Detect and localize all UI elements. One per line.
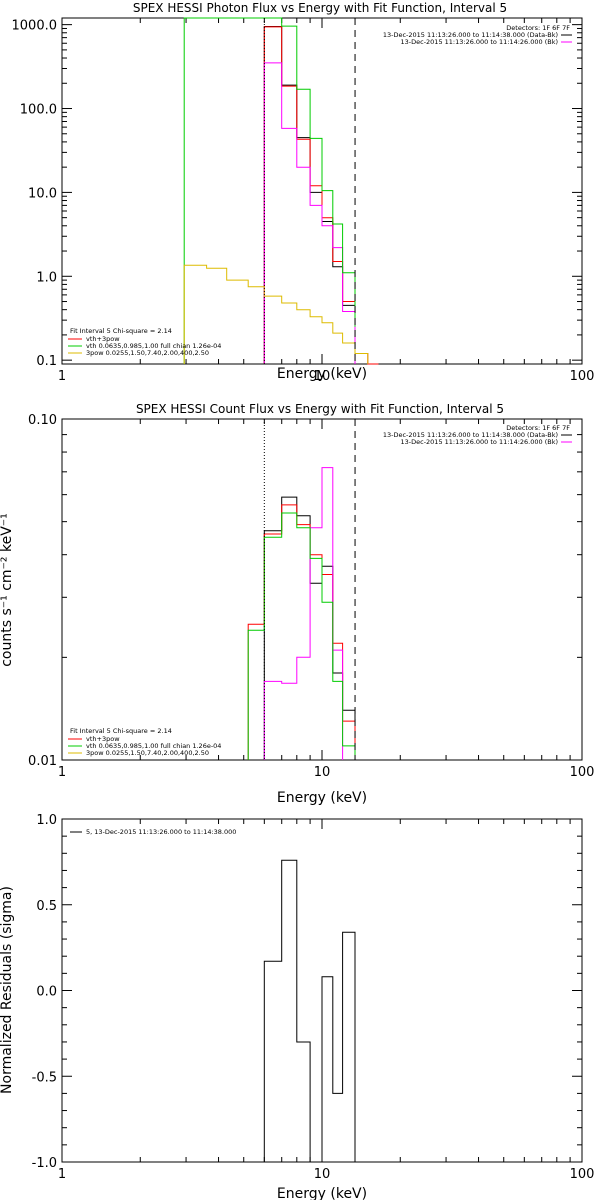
panel2-ticks: 1 10 100 0.01 0.10 bbox=[28, 413, 594, 780]
panel1-legend-total: vth+3pow bbox=[86, 335, 120, 343]
panel3-ticks: 1 10 100 -1.0 -0.5 0.0 0.5 1.0 bbox=[32, 813, 595, 1182]
panel2-legend-data: 13-Dec-2015 11:13:26.000 to 11:14:38.000… bbox=[383, 431, 558, 439]
series-4-histogram bbox=[183, 264, 369, 364]
panel1-legend-bk: 13-Dec-2015 11:13:26.000 to 11:14:26.000… bbox=[401, 38, 559, 46]
panel2-legend-fit: Fit Interval 5 Chi-square = 2.14 bbox=[70, 727, 172, 735]
panel3-legend-label: 5, 13-Dec-2015 11:13:26.000 to 11:14:38.… bbox=[86, 828, 236, 836]
panel1-legend-detectors: Detectors: 1F 6F 7F bbox=[506, 24, 570, 32]
panel1-xlabel: Energy (keV) bbox=[277, 366, 367, 382]
x-tick-label: 1 bbox=[58, 765, 66, 780]
panel2-ylabel: counts s⁻¹ cm⁻² keV⁻¹ bbox=[0, 513, 15, 667]
panel3-xlabel: Energy (keV) bbox=[277, 1186, 367, 1200]
series-0-histogram bbox=[263, 859, 356, 1163]
x-tick-label: 100 bbox=[570, 369, 595, 384]
x-tick-label: 1 bbox=[58, 369, 66, 384]
y-tick-label: 0.10 bbox=[28, 413, 57, 428]
panel1-top-legend: Detectors: 1F 6F 7F 13-Dec-2015 11:13:26… bbox=[383, 24, 572, 46]
panel3-legend: 5, 13-Dec-2015 11:13:26.000 to 11:14:38.… bbox=[70, 828, 236, 836]
panel1-bottom-legend: Fit Interval 5 Chi-square = 2.14 vth+3po… bbox=[68, 327, 221, 357]
panel2-legend-3pow: 3pow 0.0255,1.50,7.40,2.00,400,2.50 bbox=[86, 749, 209, 757]
panel2-bottom-legend: Fit Interval 5 Chi-square = 2.14 vth+3po… bbox=[68, 727, 221, 757]
series-3-histogram bbox=[247, 512, 356, 760]
panel1-legend-vth: vth 0.0635,0.985,1.00 full chian 1.26e-0… bbox=[86, 342, 221, 350]
y-tick-label: 1.0 bbox=[36, 813, 57, 828]
x-tick-label: 1 bbox=[58, 1167, 66, 1182]
series-3-histogram bbox=[183, 17, 356, 364]
x-tick-label: 100 bbox=[570, 1167, 595, 1182]
panel2-top-legend: Detectors: 1F 6F 7F 13-Dec-2015 11:13:26… bbox=[383, 424, 572, 446]
panel2-title: SPEX HESSI Count Flux vs Energy with Fit… bbox=[136, 402, 504, 416]
panel2-legend-bk: 13-Dec-2015 11:13:26.000 to 11:14:26.000… bbox=[401, 438, 559, 446]
y-tick-label: -0.5 bbox=[32, 1070, 57, 1085]
panel1-title: SPEX HESSI Photon Flux vs Energy with Fi… bbox=[133, 1, 507, 15]
panel2-fit-limits bbox=[263, 419, 356, 760]
y-tick-label: 0.01 bbox=[28, 754, 57, 769]
y-tick-label: 0.5 bbox=[36, 899, 57, 914]
y-tick-label: 100.0 bbox=[20, 103, 57, 118]
panel3-series bbox=[263, 859, 356, 1163]
panel1-legend-3pow: 3pow 0.0255,1.50,7.40,2.00,400,2.50 bbox=[86, 349, 209, 357]
panel1-ticks: 1 10 100 0.1 1.0 10.0 100.0 1000.0 bbox=[12, 18, 595, 384]
panel1-legend-fit: Fit Interval 5 Chi-square = 2.14 bbox=[70, 327, 172, 335]
y-tick-label: -1.0 bbox=[32, 1156, 57, 1171]
x-tick-label: 10 bbox=[314, 369, 331, 384]
panel2-xlabel: Energy (keV) bbox=[277, 790, 367, 806]
panel1-series bbox=[183, 17, 379, 365]
photon-flux-panel: SPEX HESSI Photon Flux vs Energy with Fi… bbox=[12, 1, 595, 384]
panel1-legend-data: 13-Dec-2015 11:13:26.000 to 11:14:38.000… bbox=[383, 31, 558, 39]
x-tick-label: 10 bbox=[314, 765, 331, 780]
y-tick-label: 0.1 bbox=[36, 354, 57, 369]
y-tick-label: 1000.0 bbox=[12, 19, 58, 34]
panel2-series bbox=[247, 467, 356, 760]
count-flux-panel: SPEX HESSI Count Flux vs Energy with Fit… bbox=[0, 402, 594, 806]
x-tick-label: 100 bbox=[570, 765, 595, 780]
y-tick-label: 0.0 bbox=[36, 985, 57, 1000]
x-tick-label: 10 bbox=[314, 1167, 331, 1182]
y-tick-label: 1.0 bbox=[36, 270, 57, 285]
panel2-legend-detectors: Detectors: 1F 6F 7F bbox=[506, 424, 570, 432]
y-tick-label: 10.0 bbox=[28, 186, 57, 201]
series-2-histogram bbox=[263, 62, 356, 364]
series-2-histogram bbox=[263, 467, 344, 760]
panel2-legend-total: vth+3pow bbox=[86, 735, 120, 743]
panel2-legend-vth: vth 0.0635,0.985,1.00 full chian 1.26e-0… bbox=[86, 742, 221, 750]
panel3-ylabel: Normalized Residuals (sigma) bbox=[0, 886, 15, 1094]
residuals-panel: 1 10 100 -1.0 -0.5 0.0 0.5 1.0 Energy (keV) Nor… bbox=[0, 813, 594, 1200]
panel1-fit-limits bbox=[263, 18, 356, 364]
